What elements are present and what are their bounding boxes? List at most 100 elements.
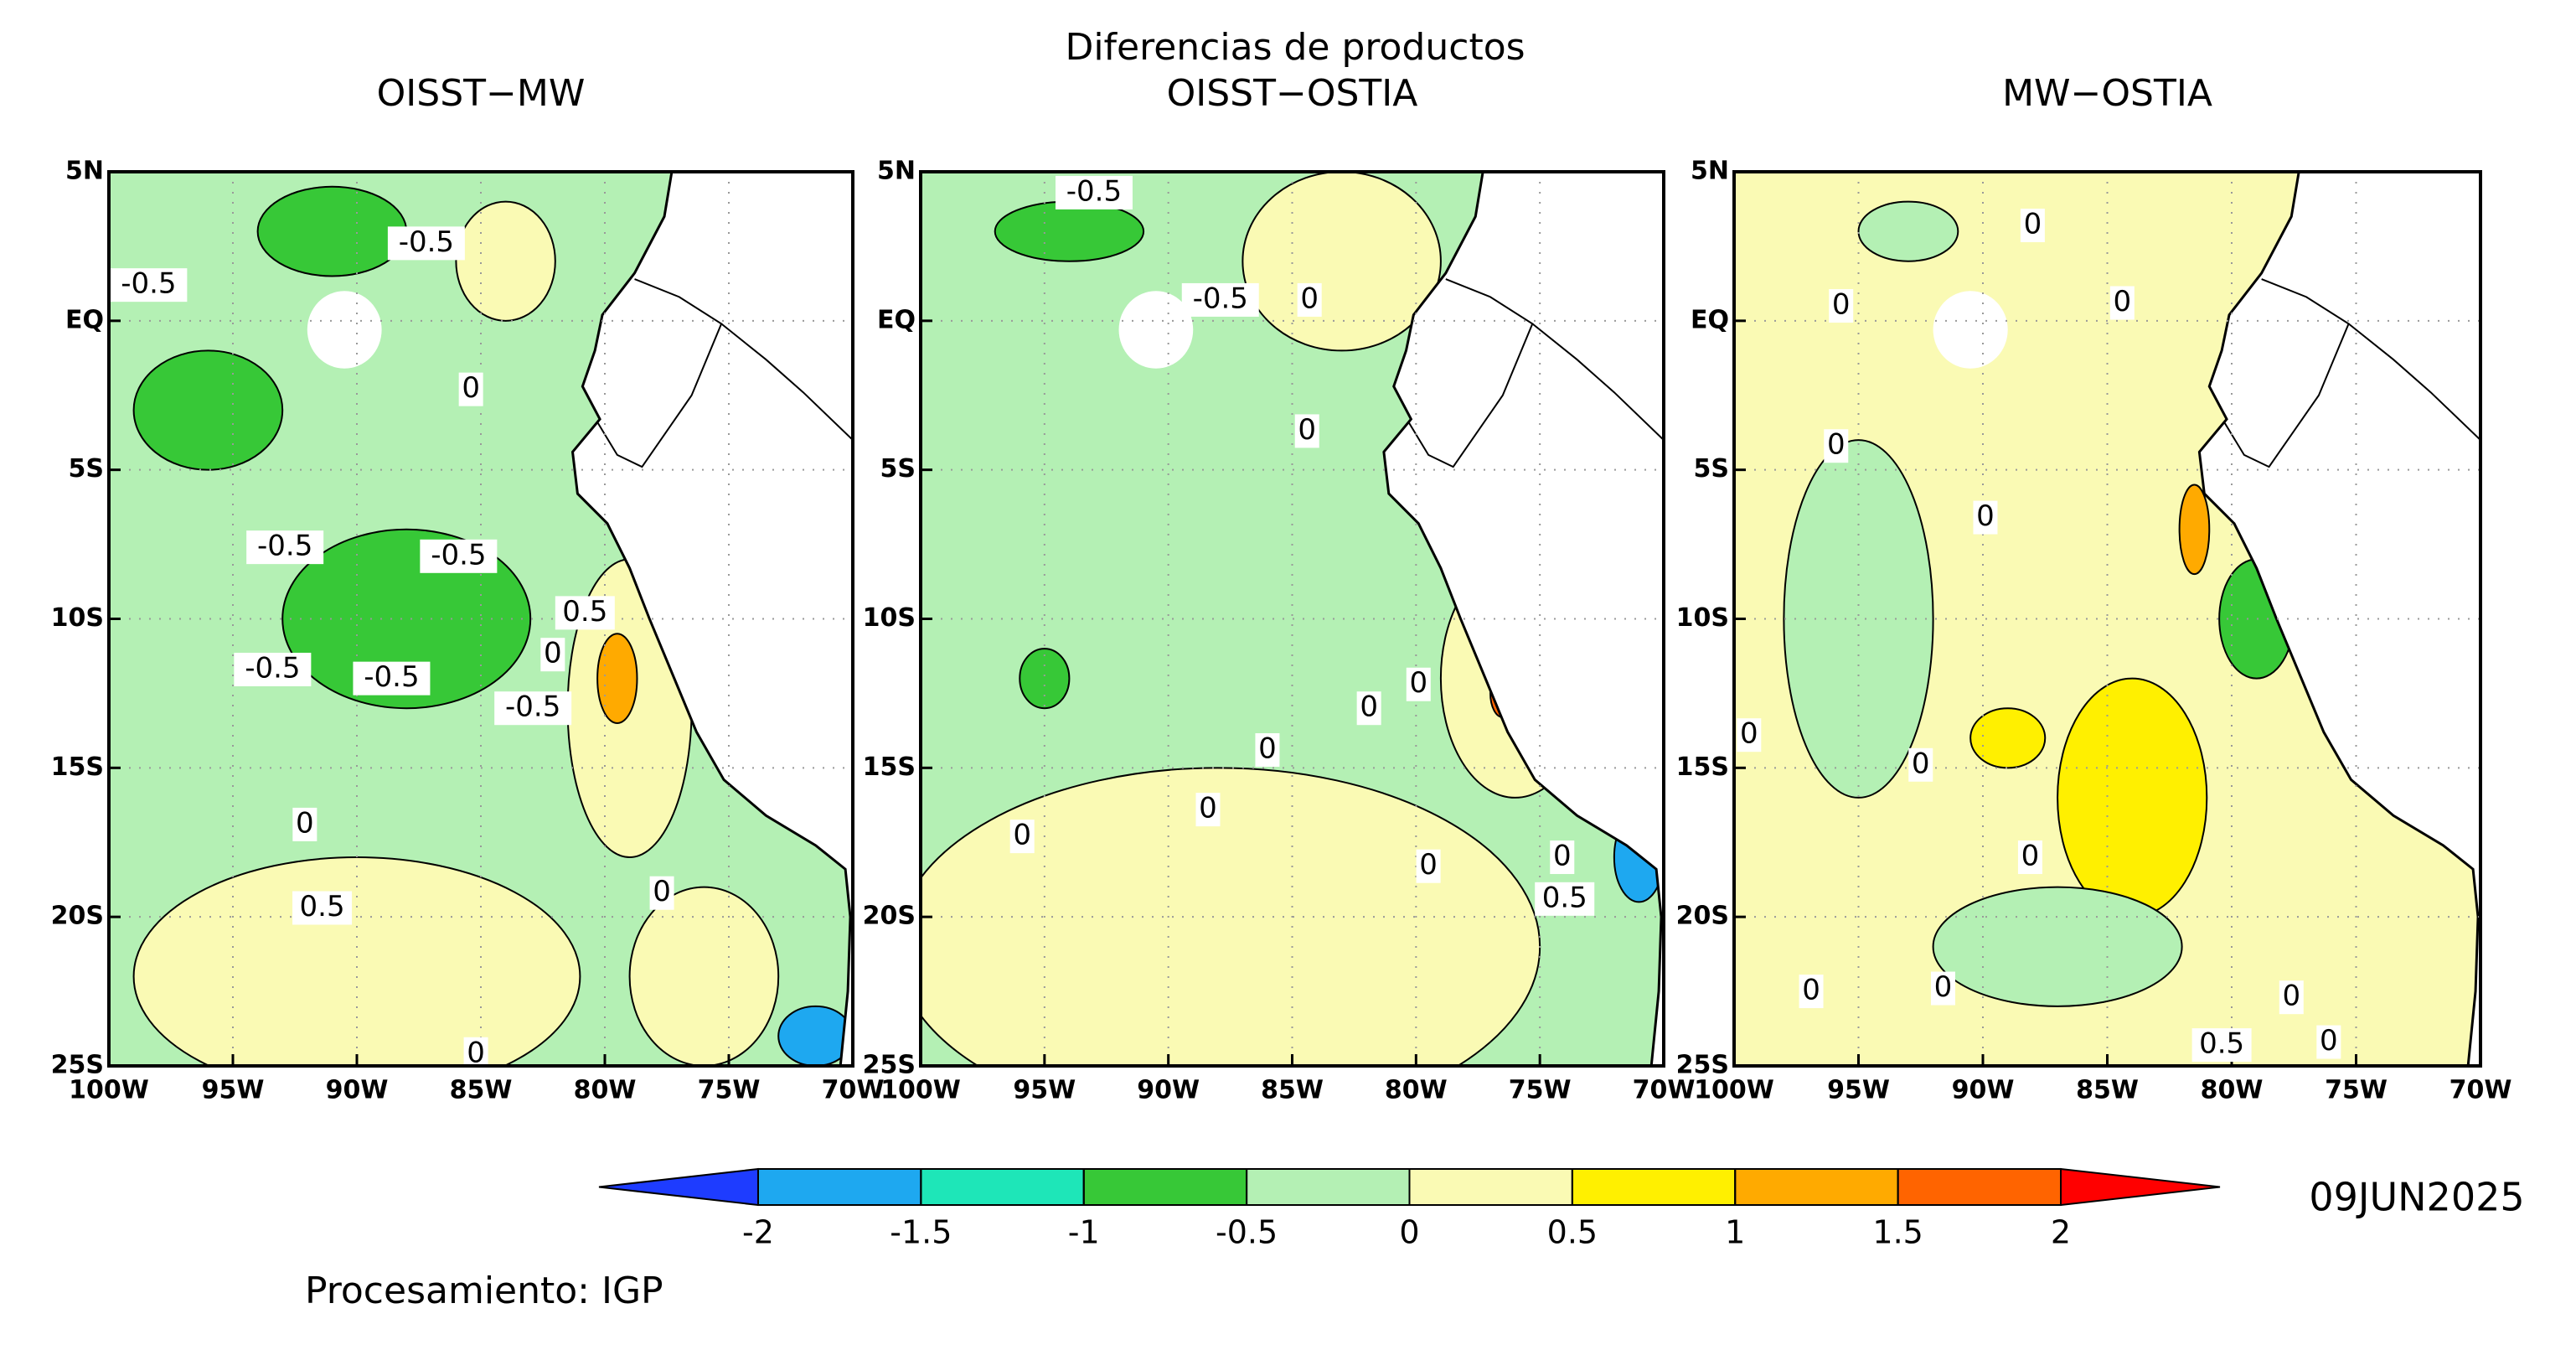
- contour-label: 0: [296, 806, 314, 840]
- anomaly-region: [132, 856, 581, 1066]
- contour-label: -0.5: [399, 225, 454, 259]
- contour-label: 0: [2320, 1024, 2338, 1058]
- x-tick-label: 85W: [2076, 1076, 2139, 1105]
- y-tick-label: 10S: [1676, 603, 1729, 633]
- y-tick-label: 5S: [880, 454, 916, 484]
- x-tick-label: 80W: [574, 1076, 637, 1105]
- contour-label: 0: [1832, 288, 1851, 322]
- x-tick-label: 75W: [698, 1076, 761, 1105]
- x-tick-label: 70W: [822, 1076, 885, 1105]
- panel-title: OISST−MW: [377, 72, 586, 115]
- contour-label: 0: [1199, 792, 1217, 825]
- y-tick-label: 15S: [1676, 752, 1729, 782]
- contour-label-bg: [2279, 980, 2304, 1015]
- contour-label: 0: [1013, 819, 1031, 852]
- colorbar-label: -0.5: [1216, 1214, 1278, 1251]
- anomaly-region: [281, 528, 532, 710]
- x-tick-label: 90W: [1137, 1076, 1200, 1105]
- contour-label-bg: [1799, 975, 1824, 1009]
- y-tick-label: 20S: [1676, 902, 1729, 931]
- contour-label-bg: [353, 661, 431, 696]
- contour-label: 0.5: [300, 890, 345, 923]
- contour-label-bg: [234, 652, 312, 686]
- contour-label: 0: [1409, 666, 1427, 700]
- panel-frame: [107, 170, 854, 1068]
- anomaly-region: [1857, 200, 1959, 262]
- x-tick-label: 80W: [2201, 1076, 2264, 1105]
- contour-label-bg: [292, 807, 317, 841]
- colorbar-segment: [1082, 1168, 1248, 1206]
- anomaly-region: [256, 185, 408, 277]
- colorbar-segment: [1571, 1168, 1737, 1206]
- colorbar-label: -2: [742, 1214, 774, 1251]
- contour-label: 0: [1258, 732, 1277, 765]
- contour-label: 0: [1419, 848, 1438, 882]
- contour-label-bg: [1908, 747, 1933, 782]
- x-tick-label: 80W: [1385, 1076, 1448, 1105]
- contour-label: 0: [1934, 970, 1953, 1004]
- border: [2223, 278, 2350, 468]
- anomaly-region: [2057, 677, 2208, 918]
- anomaly-region: [1969, 707, 2047, 769]
- figure-title: Diferencias de productos: [1065, 26, 1525, 69]
- y-tick-label: EQ: [65, 305, 104, 334]
- contour-label-bg: [1416, 849, 1441, 883]
- map-area: [1734, 172, 2480, 1066]
- contour-label-bg: [2017, 840, 2042, 875]
- y-tick-label: 25S: [51, 1051, 104, 1080]
- contour-label-bg: [2109, 286, 2135, 320]
- panel-title: MW−OSTIA: [2002, 72, 2212, 115]
- x-tick-label: 100W: [1694, 1076, 1774, 1105]
- contour-label-bg: [1255, 732, 1280, 767]
- contour-label-bg: [1181, 282, 1259, 317]
- credit-label: Procesamiento: IGP: [305, 1270, 663, 1312]
- panel-frame: [919, 170, 1665, 1068]
- colorbar-label: -1.5: [890, 1214, 952, 1251]
- contour-label-bg: [2316, 1025, 2341, 1059]
- border: [596, 278, 723, 468]
- y-tick-label: EQ: [1691, 305, 1729, 334]
- x-tick-label: 75W: [2325, 1076, 2388, 1105]
- anomaly-region: [1932, 886, 2183, 1007]
- y-tick-label: 20S: [863, 902, 916, 931]
- contour-label: 0.5: [1542, 881, 1587, 914]
- colorbar-segment: [1897, 1168, 2062, 1206]
- contour-label-bg: [1356, 691, 1381, 726]
- contour-label-bg: [1535, 882, 1595, 916]
- x-tick-label: 95W: [202, 1076, 265, 1105]
- contour-label: -0.5: [505, 690, 560, 724]
- y-tick-label: 20S: [51, 902, 104, 931]
- y-tick-label: 5N: [1691, 157, 1729, 186]
- y-tick-label: 15S: [863, 752, 916, 782]
- contour-label: 0.5: [562, 595, 607, 628]
- contour-label: 0: [1827, 428, 1846, 462]
- contour-label-bg: [649, 876, 674, 910]
- map-area: [921, 172, 1664, 1066]
- x-tick-label: 90W: [326, 1076, 389, 1105]
- contour-label-bg: [246, 530, 324, 565]
- x-tick-label: 75W: [1509, 1076, 1572, 1105]
- colorbar-segment: [1408, 1168, 1573, 1206]
- land: [2197, 172, 2480, 1066]
- colorbar-label: 0.5: [1547, 1214, 1598, 1251]
- x-tick-label: 85W: [1261, 1076, 1324, 1105]
- y-tick-label: 10S: [863, 603, 916, 633]
- contour-label: -0.5: [364, 660, 419, 694]
- contour-label-bg: [110, 268, 188, 303]
- contour-label: 0: [2021, 840, 2040, 873]
- contour-label-bg: [292, 891, 353, 925]
- contour-label: -0.5: [431, 538, 486, 571]
- x-tick-label: 70W: [2450, 1076, 2512, 1105]
- contour-label: 0: [1802, 974, 1820, 1007]
- contour-label-bg: [458, 372, 483, 406]
- contour-label: 0: [1298, 413, 1316, 447]
- contour-label: 0.5: [2199, 1027, 2244, 1061]
- anomaly-region: [1019, 648, 1071, 710]
- contour-label-bg: [1737, 718, 1762, 752]
- contour-label-bg: [1973, 500, 1998, 535]
- anomaly-region: [2178, 484, 2211, 576]
- x-tick-label: 100W: [69, 1076, 149, 1105]
- y-tick-label: EQ: [877, 305, 916, 334]
- contour-label: -0.5: [1193, 282, 1248, 315]
- contour-label: 0: [2282, 980, 2300, 1013]
